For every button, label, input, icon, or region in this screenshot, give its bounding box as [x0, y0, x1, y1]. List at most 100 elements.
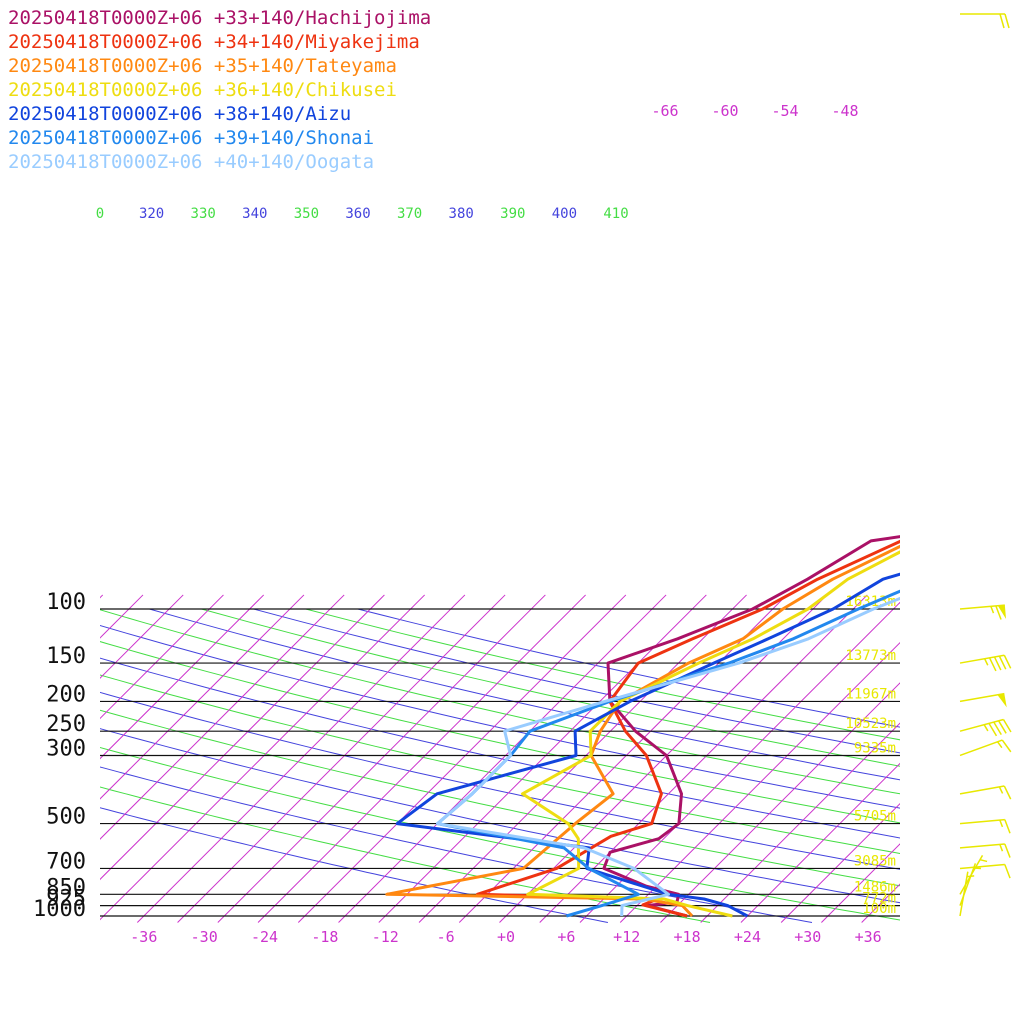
- barb-half: [973, 867, 981, 870]
- wind-barb: [959, 692, 1007, 708]
- theta-label: 370: [397, 206, 422, 222]
- barb-full: [993, 656, 1002, 671]
- adiabat-line: [100, 609, 900, 795]
- barb-half: [999, 819, 1004, 828]
- barb-full: [988, 723, 998, 737]
- isotherm-line: [136, 594, 466, 923]
- profile-line-5: [436, 589, 900, 918]
- isotherm-line: [902, 595, 1024, 923]
- barb-full: [995, 605, 1002, 620]
- theta-label: 410: [603, 206, 628, 222]
- barb-staff: [959, 843, 1005, 849]
- temperature-tick-label: -30: [191, 928, 218, 946]
- wind-barb: [959, 604, 1007, 620]
- height-label: 3085m: [854, 853, 896, 869]
- barb-staff: [959, 863, 1005, 870]
- wind-barb: [959, 818, 1011, 834]
- wind-barb: [959, 854, 988, 895]
- theta-label: 340: [242, 206, 267, 222]
- adiabat-line: [100, 657, 900, 839]
- isobars: [100, 608, 900, 917]
- wind-barbs: [959, 13, 1012, 917]
- barb-full: [993, 721, 1002, 735]
- pressure-label: 850: [46, 875, 86, 900]
- profile-line-6: [436, 596, 900, 917]
- profile-line-2: [385, 544, 900, 918]
- barb-full: [1003, 654, 1012, 669]
- pressure-label: 500: [46, 805, 86, 830]
- barb-half: [979, 858, 988, 863]
- pressure-label: 1000: [33, 897, 86, 922]
- wind-barb: [959, 843, 1011, 858]
- barb-staff: [959, 739, 1003, 757]
- height-label: 772m: [862, 891, 896, 907]
- profile-line-3: [521, 550, 900, 918]
- isotherm-line: [0, 595, 22, 923]
- legend: 20250418T0000Z+06 +33+140/Hachijojima202…: [8, 7, 431, 173]
- temperature-tick-label: +24: [734, 928, 761, 946]
- wind-barb: [959, 785, 1012, 800]
- temperature-tick-label: +18: [674, 928, 701, 946]
- adiabat-line: [100, 766, 813, 923]
- barb-flag: [997, 605, 1007, 620]
- isotherm-line: [539, 594, 868, 923]
- wind-barb: [959, 654, 1012, 672]
- barb-half: [999, 844, 1004, 852]
- adiabat-line: [100, 641, 900, 824]
- adiabat-line: [357, 608, 900, 728]
- barb-full: [1004, 13, 1010, 29]
- sounding-profiles: [385, 535, 900, 918]
- isotherm-label: -54: [771, 102, 798, 120]
- height-label: 11967m: [845, 686, 896, 702]
- barb-full: [1004, 864, 1011, 879]
- temperature-tick-label: -6: [437, 928, 455, 946]
- pressure-label: 700: [46, 849, 86, 874]
- legend-entry: 20250418T0000Z+06 +34+140/Miyakejima: [8, 31, 420, 53]
- theta-label: 330: [191, 206, 216, 222]
- barb-half: [990, 606, 995, 614]
- isotherm-label: -60: [711, 102, 738, 120]
- legend-entry: 20250418T0000Z+06 +39+140/Shonai: [8, 127, 374, 149]
- adiabat-line: [100, 674, 900, 854]
- adiabat-line: [100, 624, 900, 809]
- theta-label: 350: [294, 206, 319, 222]
- legend-entry: 20250418T0000Z+06 +38+140/Aizu: [8, 103, 351, 125]
- barb-staff: [959, 785, 1005, 795]
- barb-staff: [959, 871, 969, 917]
- temperature-tick-label: -12: [372, 928, 399, 946]
- height-label: 5705m: [854, 809, 896, 825]
- isotherm-label: -48: [831, 102, 858, 120]
- temperature-tick-label: +12: [613, 928, 640, 946]
- barb-full: [988, 657, 997, 672]
- isotherm-label: -66: [651, 102, 678, 120]
- isotherms: [0, 594, 1024, 923]
- pressure-label: 300: [46, 736, 86, 761]
- pressure-label: 200: [46, 682, 86, 707]
- pressure-label: 925: [46, 887, 86, 912]
- theta-label: 320: [139, 206, 164, 222]
- isotherm-line: [660, 682, 900, 923]
- barb-half: [983, 724, 989, 732]
- axis-labels: 100150200250300500700850925100016313m137…: [33, 102, 896, 946]
- wind-barb: [959, 863, 1011, 879]
- adiabat-line: [100, 691, 900, 870]
- legend-entry: 20250418T0000Z+06 +33+140/Hachijojima: [8, 7, 431, 29]
- barb-half: [996, 741, 1003, 749]
- height-label: 13773m: [845, 648, 896, 664]
- isotherm-line: [100, 594, 345, 840]
- temperature-tick-label: +6: [557, 928, 575, 946]
- isotherm-line: [100, 594, 305, 800]
- barb-staff: [959, 718, 1004, 732]
- adiabat-line: [100, 807, 608, 923]
- temperature-tick-label: +30: [794, 928, 821, 946]
- isotherm-line: [257, 594, 586, 923]
- height-label: 1486m: [854, 879, 896, 895]
- adiabat-line: [100, 786, 711, 923]
- isotherm-line: [100, 594, 426, 921]
- barb-staff: [959, 692, 1005, 703]
- height-label: 9335m: [854, 740, 896, 756]
- wind-barb: [960, 13, 1010, 29]
- wind-barb: [959, 871, 975, 917]
- barb-half: [983, 658, 989, 666]
